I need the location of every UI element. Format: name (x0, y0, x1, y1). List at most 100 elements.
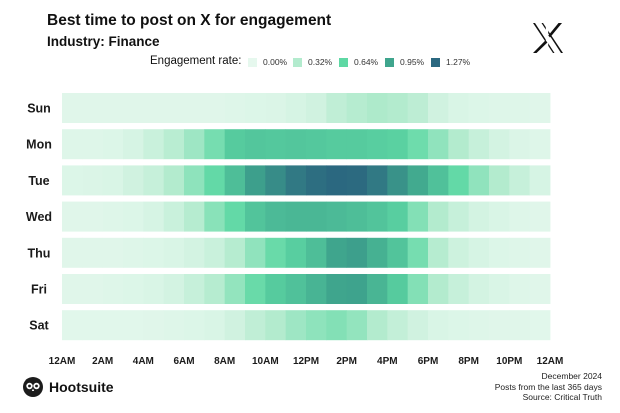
heat-cell-wed-9 (245, 201, 266, 232)
owl-icon (23, 377, 43, 397)
heat-cell-fri-16 (387, 274, 409, 304)
heat-cell-sat-19 (448, 310, 470, 341)
heat-cell-sat-9 (245, 310, 266, 341)
heat-cell-wed-23 (529, 201, 551, 232)
x-tick-label: 4AM (133, 356, 154, 367)
heat-cell-sun-0 (62, 93, 83, 123)
heat-cell-fri-8 (224, 274, 246, 304)
heat-cell-tue-12 (306, 165, 327, 196)
row-label-thu: Thu (28, 246, 51, 260)
heat-cell-tue-8 (224, 165, 246, 196)
legend-label: 0.95% (400, 57, 425, 67)
heat-cell-tue-20 (468, 165, 490, 196)
heat-cell-thu-7 (204, 237, 226, 268)
heat-cell-fri-11 (285, 274, 307, 304)
x-tick-label: 2PM (336, 356, 357, 367)
heat-cell-mon-20 (468, 129, 490, 160)
heat-cell-fri-4 (143, 274, 165, 304)
heat-cell-sun-17 (407, 93, 429, 123)
heat-cell-sat-2 (102, 310, 124, 341)
heat-cell-mon-4 (143, 129, 165, 160)
heat-cell-wed-3 (123, 201, 144, 232)
heat-cell-sat-12 (306, 310, 327, 341)
heat-cell-thu-5 (163, 237, 185, 268)
heat-cell-tue-11 (285, 165, 307, 196)
chart-subtitle: Industry: Finance (47, 34, 160, 49)
legend-label: 0.00% (263, 57, 288, 67)
heat-cell-tue-7 (204, 165, 226, 196)
legend-item: 0.00% (248, 57, 287, 67)
heat-cell-mon-15 (367, 129, 388, 160)
legend-swatch (293, 57, 302, 67)
heat-cell-fri-6 (184, 274, 205, 304)
heat-cell-mon-6 (184, 129, 205, 160)
heat-cell-fri-12 (306, 274, 327, 304)
x-tick-label: 6AM (173, 356, 194, 367)
heat-cell-mon-18 (428, 129, 449, 160)
heat-cell-thu-20 (468, 237, 490, 268)
heat-cell-sun-12 (306, 93, 327, 123)
x-tick-label: 6PM (418, 356, 439, 367)
heat-cell-tue-5 (163, 165, 185, 196)
heat-cell-thu-18 (428, 237, 449, 268)
heat-cell-wed-6 (184, 201, 205, 232)
x-tick-label: 12AM (49, 356, 76, 367)
heat-cell-sun-9 (245, 93, 266, 123)
heat-cell-fri-2 (102, 274, 124, 304)
legend-swatch (248, 57, 257, 67)
row-label-sun: Sun (27, 102, 51, 116)
heat-cell-thu-1 (82, 237, 104, 268)
heat-cell-tue-15 (367, 165, 388, 196)
x-tick-label: 12AM (537, 356, 564, 367)
heat-cell-sat-7 (204, 310, 226, 341)
chart-title: Best time to post on X for engagement (47, 12, 332, 29)
heat-cell-mon-14 (346, 129, 368, 160)
heat-cell-sat-22 (509, 310, 531, 341)
x-tick-label: 10PM (496, 356, 522, 367)
legend-item: 0.64% (339, 57, 378, 67)
heat-cell-fri-5 (163, 274, 185, 304)
legend-swatch (431, 57, 440, 67)
heat-cell-fri-0 (62, 274, 83, 304)
heat-cell-sun-20 (468, 93, 490, 123)
footer-notes: December 2024 Posts from the last 365 da… (495, 371, 602, 403)
heat-cell-thu-17 (407, 237, 429, 268)
heat-cell-sat-15 (367, 310, 388, 341)
heat-cell-fri-10 (265, 274, 287, 304)
heat-cell-sun-5 (163, 93, 185, 123)
heat-cell-sat-10 (265, 310, 287, 341)
legend-swatch (385, 57, 394, 67)
heat-cell-wed-12 (306, 201, 327, 232)
heat-cell-fri-1 (82, 274, 104, 304)
heat-cell-fri-3 (123, 274, 144, 304)
legend-label: 0.32% (308, 57, 333, 67)
legend-title: Engagement rate: (150, 55, 242, 67)
heat-cell-sat-21 (489, 310, 510, 341)
heat-cell-sat-23 (529, 310, 551, 341)
legend-label: 0.64% (354, 57, 379, 67)
legend-swatch (339, 57, 348, 67)
heat-cell-thu-21 (489, 237, 510, 268)
brand-logo: Hootsuite (22, 376, 114, 398)
legend-label: 1.27% (446, 57, 471, 67)
legend-item: 1.27% (431, 57, 470, 67)
heat-cell-tue-21 (489, 165, 510, 196)
heat-cell-wed-7 (204, 201, 226, 232)
heat-cell-wed-16 (387, 201, 409, 232)
heat-cell-sun-13 (326, 93, 348, 123)
heat-cell-sat-16 (387, 310, 409, 341)
heat-cell-mon-23 (529, 129, 551, 160)
heat-cell-sun-18 (428, 93, 449, 123)
heat-cell-fri-13 (326, 274, 348, 304)
heat-cell-wed-18 (428, 201, 449, 232)
heat-cell-sun-10 (265, 93, 287, 123)
heat-cell-thu-14 (346, 237, 368, 268)
heat-cell-wed-21 (489, 201, 510, 232)
heat-cell-wed-15 (367, 201, 388, 232)
row-label-sat: Sat (29, 319, 49, 333)
heat-cell-wed-11 (285, 201, 307, 232)
heat-cell-tue-13 (326, 165, 348, 196)
heat-cell-thu-9 (245, 237, 266, 268)
heat-cell-wed-13 (326, 201, 348, 232)
heat-cell-wed-1 (82, 201, 104, 232)
